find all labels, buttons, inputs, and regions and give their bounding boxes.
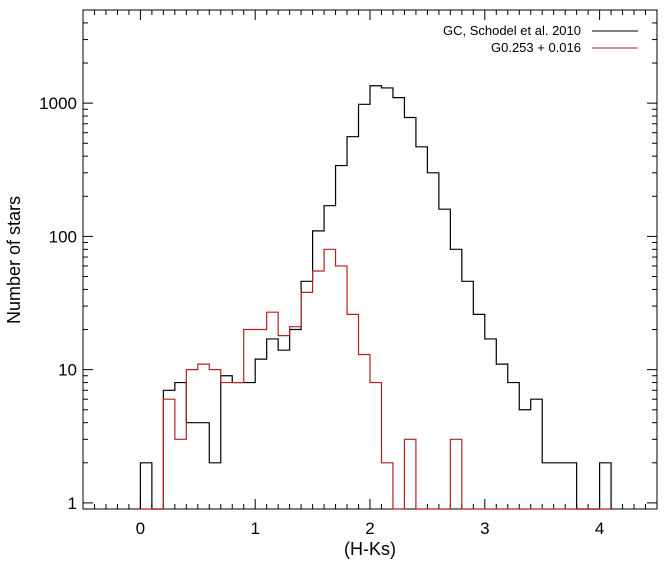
x-tick-label: 2 xyxy=(365,519,374,538)
y-tick-label: 100 xyxy=(49,227,77,246)
plot-area-frame xyxy=(82,9,658,510)
x-axis-title: (H-Ks) xyxy=(344,539,396,559)
series-line-g0253 xyxy=(140,248,612,510)
y-axis-title: Number of stars xyxy=(4,196,24,324)
x-tick-label: 0 xyxy=(136,519,145,538)
series-layer xyxy=(139,85,612,510)
x-tick-label: 1 xyxy=(250,519,259,538)
y-tick-label: 10 xyxy=(58,361,77,380)
legend-label-gc: GC, Schodel et al. 2010 xyxy=(443,23,581,38)
legend-label-g0253: G0.253 + 0.016 xyxy=(491,40,581,55)
x-tick-label: 4 xyxy=(595,519,604,538)
y-tick-label: 1 xyxy=(68,494,77,513)
series-line-gc xyxy=(139,85,612,510)
x-axis-ticks: 0 1 2 3 4 xyxy=(82,10,658,538)
legend: GC, Schodel et al. 2010 G0.253 + 0.016 xyxy=(443,23,638,55)
x-tick-label: 3 xyxy=(480,519,489,538)
y-axis-ticks: 1 10 100 1000 xyxy=(39,9,657,513)
y-tick-label: 1000 xyxy=(39,94,77,113)
